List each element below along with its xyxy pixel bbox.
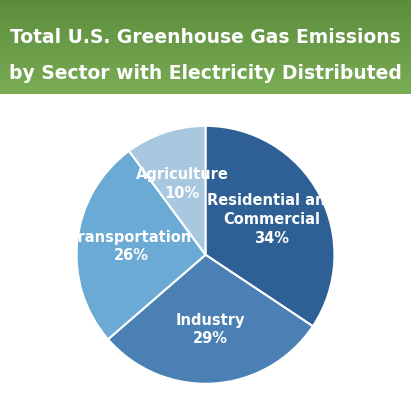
Bar	[0, 11, 411, 12]
Bar	[0, 83, 411, 84]
Bar	[0, 38, 411, 39]
Bar	[0, 87, 411, 88]
Bar	[0, 19, 411, 20]
Bar	[0, 67, 411, 68]
Bar	[0, 10, 411, 11]
Bar	[0, 26, 411, 27]
Bar	[0, 73, 411, 74]
Bar	[0, 23, 411, 24]
Bar	[0, 27, 411, 28]
Bar	[0, 6, 411, 7]
Bar	[0, 72, 411, 73]
Bar	[0, 61, 411, 62]
Text: Industry
29%: Industry 29%	[175, 313, 245, 346]
Bar	[0, 24, 411, 25]
Bar	[0, 2, 411, 3]
Bar	[0, 78, 411, 79]
Bar	[0, 34, 411, 35]
Bar	[0, 7, 411, 8]
Bar	[0, 48, 411, 49]
Bar	[0, 89, 411, 90]
Bar	[0, 43, 411, 44]
Bar	[0, 62, 411, 63]
Bar	[0, 75, 411, 76]
Bar	[0, 91, 411, 92]
Bar	[0, 47, 411, 48]
Bar	[0, 60, 411, 61]
Bar	[0, 4, 411, 5]
Wedge shape	[129, 126, 206, 255]
Bar	[0, 32, 411, 33]
Bar	[0, 49, 411, 50]
Bar	[0, 63, 411, 64]
Bar	[0, 9, 411, 10]
Bar	[0, 14, 411, 15]
Bar	[0, 45, 411, 46]
Bar	[0, 56, 411, 57]
Bar	[0, 37, 411, 38]
Bar	[0, 0, 411, 1]
Bar	[0, 28, 411, 29]
Bar	[0, 16, 411, 17]
Bar	[0, 88, 411, 89]
Bar	[0, 90, 411, 91]
Bar	[0, 77, 411, 78]
Bar	[0, 17, 411, 18]
Bar	[0, 85, 411, 86]
Bar	[0, 40, 411, 41]
Bar	[0, 8, 411, 9]
Bar	[0, 25, 411, 26]
Bar	[0, 53, 411, 54]
Bar	[0, 15, 411, 16]
Bar	[0, 93, 411, 94]
Bar	[0, 33, 411, 34]
Bar	[0, 86, 411, 87]
Wedge shape	[76, 151, 206, 339]
Text: Total U.S. Greenhouse Gas Emissions: Total U.S. Greenhouse Gas Emissions	[10, 28, 401, 47]
Bar	[0, 79, 411, 80]
Bar	[0, 44, 411, 45]
Bar	[0, 64, 411, 65]
Bar	[0, 52, 411, 53]
Bar	[0, 42, 411, 43]
Bar	[0, 3, 411, 4]
Bar	[0, 30, 411, 31]
Bar	[0, 50, 411, 52]
Bar	[0, 46, 411, 47]
Bar	[0, 82, 411, 83]
Bar	[0, 12, 411, 13]
Bar	[0, 13, 411, 14]
Text: Agriculture
10%: Agriculture 10%	[136, 167, 229, 201]
Text: by Sector with Electricity Distributed: by Sector with Electricity Distributed	[9, 64, 402, 82]
Wedge shape	[206, 126, 335, 326]
Bar	[0, 65, 411, 67]
Bar	[0, 18, 411, 19]
Bar	[0, 84, 411, 85]
Bar	[0, 21, 411, 22]
Bar	[0, 57, 411, 58]
Bar	[0, 69, 411, 70]
Bar	[0, 22, 411, 23]
Bar	[0, 31, 411, 32]
Bar	[0, 54, 411, 55]
Bar	[0, 58, 411, 59]
Bar	[0, 59, 411, 60]
Wedge shape	[108, 255, 313, 384]
Bar	[0, 70, 411, 71]
Bar	[0, 29, 411, 30]
Bar	[0, 1, 411, 2]
Text: Residential and
Commercial
34%: Residential and Commercial 34%	[207, 193, 336, 245]
Bar	[0, 92, 411, 93]
Bar	[0, 68, 411, 69]
Text: Transportation
26%: Transportation 26%	[70, 230, 192, 263]
Bar	[0, 55, 411, 56]
Bar	[0, 74, 411, 75]
Bar	[0, 80, 411, 82]
Bar	[0, 76, 411, 77]
Bar	[0, 36, 411, 37]
Bar	[0, 41, 411, 42]
Bar	[0, 71, 411, 72]
